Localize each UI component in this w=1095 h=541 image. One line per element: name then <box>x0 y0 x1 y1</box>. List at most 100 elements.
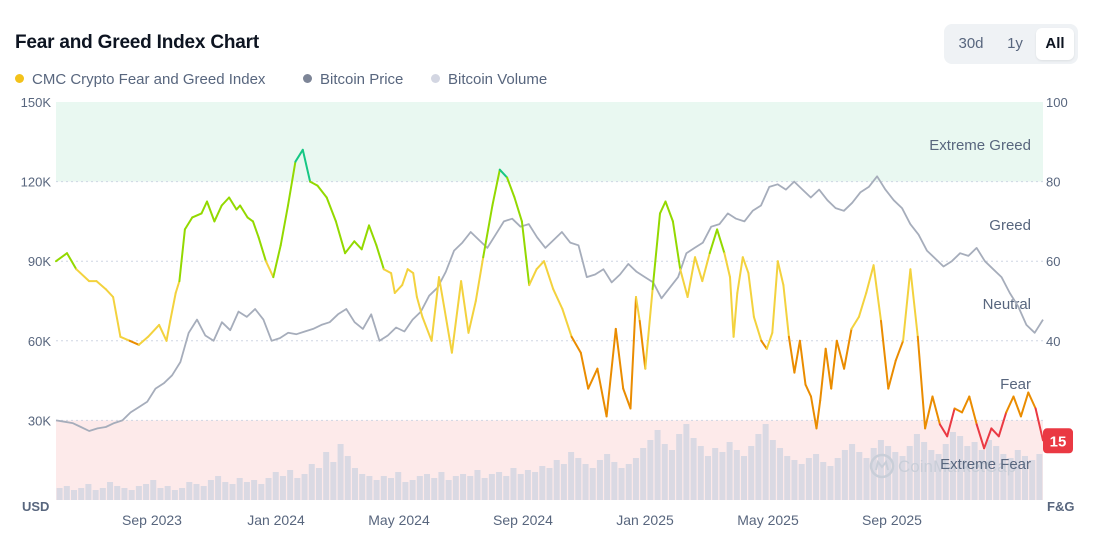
fear-greed-segment <box>287 160 297 207</box>
volume-bar <box>712 448 719 500</box>
fear-greed-segment <box>694 256 704 283</box>
volume-bar <box>351 468 358 500</box>
fear-greed-segment <box>543 260 555 291</box>
volume-bar <box>560 464 567 500</box>
volume-bar <box>719 452 726 500</box>
volume-bar <box>186 482 193 500</box>
volume-bar <box>323 452 330 500</box>
fear-greed-segment <box>635 296 641 322</box>
zone-label-greed: Greed <box>989 217 1031 234</box>
volume-bar <box>258 484 265 500</box>
fear-greed-segment <box>552 288 564 310</box>
volume-bar <box>913 434 920 500</box>
fear-greed-segment <box>716 228 726 255</box>
fear-greed-segment <box>206 200 216 223</box>
fear-greed-segment <box>596 367 608 418</box>
fear-greed-segment <box>741 256 750 275</box>
fear-greed-segment <box>169 292 177 322</box>
fear-greed-segment <box>909 268 919 338</box>
fear-greed-segment <box>961 395 971 414</box>
volume-bar <box>820 462 827 500</box>
legend-bitcoin-price[interactable]: Bitcoin Price <box>303 71 403 88</box>
volume-bar <box>99 488 106 500</box>
time-range-selector: 30d 1y All <box>944 24 1078 64</box>
right-axis-tick-label: 40 <box>1046 334 1060 349</box>
legend-dot-icon <box>303 74 312 83</box>
volume-bar <box>971 442 978 500</box>
fear-greed-segment <box>872 264 882 322</box>
fear-greed-segment <box>252 220 260 239</box>
volume-bar <box>179 488 186 500</box>
volume-bar <box>604 454 611 500</box>
volume-bar <box>777 448 784 500</box>
volume-bar <box>654 430 661 500</box>
fear-greed-segment <box>990 427 1000 438</box>
range-all-button[interactable]: All <box>1036 28 1074 60</box>
volume-bar <box>849 444 856 500</box>
volume-bar <box>841 450 848 500</box>
legend-label: Bitcoin Price <box>320 71 404 88</box>
fear-greed-segment <box>1012 395 1022 418</box>
fear-greed-segment <box>228 196 238 211</box>
volume-bar <box>690 438 697 500</box>
volume-bar <box>611 462 618 500</box>
range-30d-button[interactable]: 30d <box>958 35 984 52</box>
volume-bar <box>445 480 452 500</box>
fear-greed-segment <box>824 347 833 390</box>
fear-greed-segment <box>147 323 161 338</box>
fear-greed-segment <box>360 224 370 251</box>
current-value-label: 15 <box>1050 433 1067 450</box>
volume-bar <box>1014 450 1021 500</box>
fear-greed-segment <box>938 423 949 438</box>
volume-bar <box>784 456 791 500</box>
volume-bar <box>733 450 740 500</box>
volume-bar <box>589 468 596 500</box>
fear-greed-segment <box>412 272 418 298</box>
fear-greed-segment <box>104 288 115 298</box>
fear-greed-segment <box>776 260 785 287</box>
volume-bar <box>906 446 913 500</box>
fear-greed-segment <box>671 220 682 271</box>
volume-bar <box>1021 456 1028 500</box>
volume-bar <box>661 444 668 500</box>
left-axis-unit-label: USD <box>22 499 49 514</box>
zone-label-extreme-fear: Extreme Fear <box>940 456 1031 473</box>
fear-greed-segment <box>587 367 599 390</box>
legend-bitcoin-volume[interactable]: Bitcoin Volume <box>431 71 547 88</box>
fear-greed-segment <box>782 284 790 338</box>
volume-bar <box>885 446 892 500</box>
volume-bar <box>618 468 625 500</box>
volume-bar <box>769 440 776 500</box>
volume-bar <box>741 456 748 500</box>
fear-greed-segment <box>183 216 194 231</box>
fear-greed-segment <box>736 256 744 294</box>
fear-greed-segment <box>729 276 735 338</box>
fear-greed-segment <box>375 244 385 271</box>
volume-bar <box>243 482 250 500</box>
fear-greed-segment <box>686 256 696 298</box>
bitcoin-price-line[interactable] <box>55 175 1044 432</box>
volume-bar <box>553 460 560 500</box>
fear-greed-segment <box>819 347 827 402</box>
legend-dot-icon <box>431 74 440 83</box>
volume-bar <box>755 434 762 500</box>
volume-bar <box>762 424 769 500</box>
fear-greed-segment <box>1027 391 1037 410</box>
volume-bar <box>791 460 798 500</box>
volume-bar <box>171 490 178 500</box>
fear-greed-segment <box>804 383 812 398</box>
volume-bar <box>294 478 301 500</box>
watermark-text: CoinMarketCap <box>898 457 1016 476</box>
volume-bar <box>481 478 488 500</box>
fear-greed-segment <box>865 264 875 294</box>
volume-bar <box>964 446 971 500</box>
right-axis-tick-label: 60 <box>1046 254 1060 269</box>
volume-bar <box>431 478 438 500</box>
legend-fear-greed[interactable]: CMC Crypto Fear and Greed Index <box>15 71 265 88</box>
volume-bar <box>640 448 647 500</box>
volume-bar <box>56 488 63 500</box>
range-1y-button[interactable]: 1y <box>1007 35 1023 52</box>
fear-greed-segment <box>382 268 393 275</box>
volume-bar <box>488 474 495 500</box>
